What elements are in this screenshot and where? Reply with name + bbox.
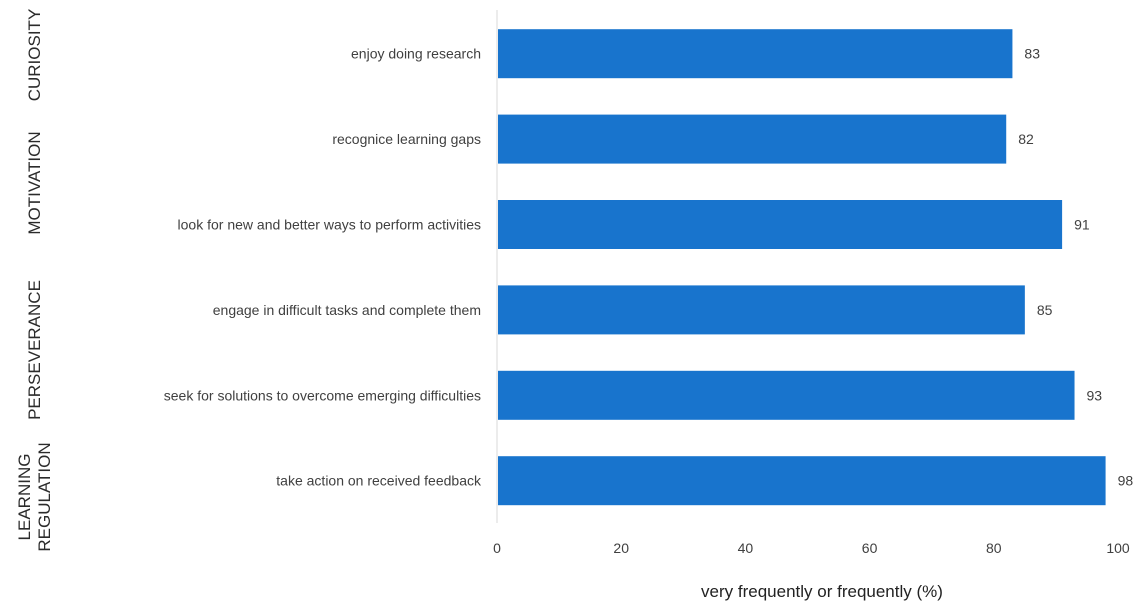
x-tick-label: 60 [862, 540, 878, 556]
value-label: 85 [1037, 302, 1053, 318]
group-label: LEARNING [15, 454, 34, 541]
bar [498, 114, 1007, 164]
group-label: REGULATION [35, 442, 54, 551]
bar [498, 370, 1075, 420]
x-axis-title: very frequently or frequently (%) [701, 582, 943, 601]
value-label: 93 [1087, 387, 1103, 403]
group-label: CURIOSITY [25, 9, 44, 102]
bar [498, 29, 1013, 79]
value-label: 83 [1024, 46, 1040, 62]
category-label: engage in difficult tasks and complete t… [213, 302, 481, 318]
x-tick-label: 20 [613, 540, 629, 556]
value-label: 82 [1018, 131, 1034, 147]
x-tick-label: 100 [1106, 540, 1130, 556]
category-label: take action on received feedback [276, 473, 482, 489]
category-label: seek for solutions to overcome emerging … [164, 387, 481, 403]
category-label: enjoy doing research [351, 46, 481, 62]
value-label: 98 [1118, 473, 1134, 489]
category-label: look for new and better ways to perform … [178, 217, 481, 233]
x-tick-label: 0 [493, 540, 501, 556]
bar [498, 200, 1063, 249]
group-label: MOTIVATION [25, 131, 44, 234]
x-tick-label: 80 [986, 540, 1002, 556]
group-label: PERSEVERANCE [25, 280, 44, 420]
bar [498, 456, 1106, 506]
x-tick-label: 40 [738, 540, 754, 556]
bar [498, 285, 1025, 335]
category-label: recognice learning gaps [332, 131, 481, 147]
value-label: 91 [1074, 217, 1090, 233]
